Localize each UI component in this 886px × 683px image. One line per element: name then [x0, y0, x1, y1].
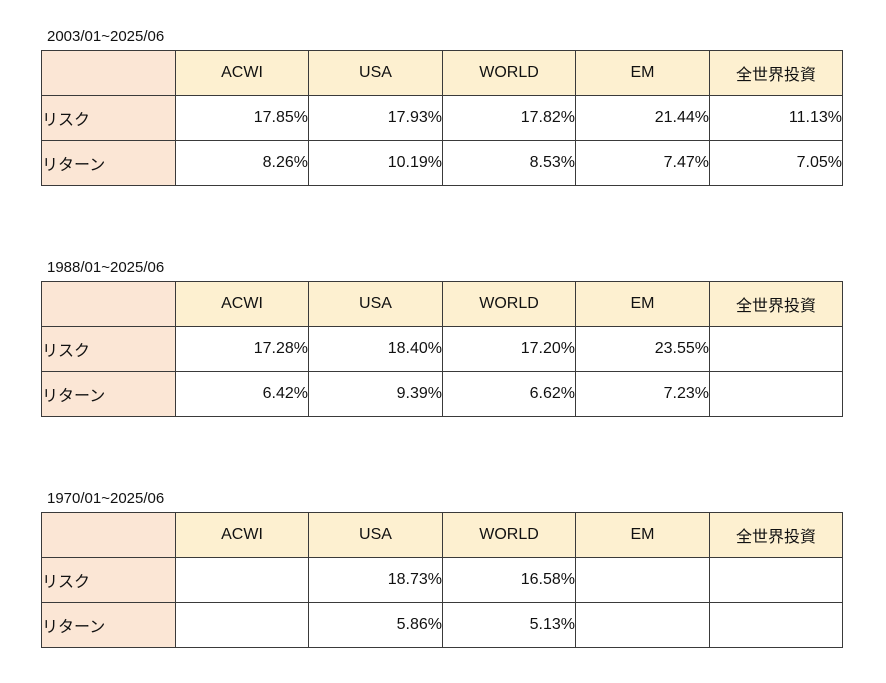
- return-world-cell: 5.13%: [442, 602, 576, 648]
- column-header-all-world: 全世界投資: [709, 50, 843, 96]
- column-header-usa: USA: [308, 512, 443, 558]
- return-usa-cell: 5.86%: [308, 602, 443, 648]
- return-em-cell: 7.47%: [575, 140, 710, 186]
- stats-table: ACWI USA WORLD EM 全世界投資 リスク 17.28% 18.40…: [41, 281, 843, 417]
- risk-all-world-cell: 11.13%: [709, 95, 843, 141]
- period-label: 2003/01~2025/06: [47, 28, 165, 45]
- column-header-all-world: 全世界投資: [709, 512, 843, 558]
- column-header-world: WORLD: [442, 50, 576, 96]
- return-usa-cell: 9.39%: [308, 371, 443, 417]
- header-row: ACWI USA WORLD EM 全世界投資: [41, 50, 843, 96]
- column-header-acwi: ACWI: [175, 50, 309, 96]
- header-row: ACWI USA WORLD EM 全世界投資: [41, 281, 843, 327]
- return-acwi-cell: 6.42%: [175, 371, 309, 417]
- risk-em-cell: 21.44%: [575, 95, 710, 141]
- return-all-world-cell: [709, 602, 843, 648]
- risk-em-cell: [575, 557, 710, 603]
- row-label-risk: リスク: [41, 326, 176, 372]
- return-row: リターン 8.26% 10.19% 8.53% 7.47% 7.05%: [41, 140, 843, 186]
- return-usa-cell: 10.19%: [308, 140, 443, 186]
- risk-usa-cell: 17.93%: [308, 95, 443, 141]
- return-world-cell: 6.62%: [442, 371, 576, 417]
- risk-world-cell: 17.82%: [442, 95, 576, 141]
- header-row: ACWI USA WORLD EM 全世界投資: [41, 512, 843, 558]
- row-label-risk: リスク: [41, 557, 176, 603]
- return-row: リターン 6.42% 9.39% 6.62% 7.23%: [41, 371, 843, 417]
- column-header-em: EM: [575, 281, 710, 327]
- period-label: 1988/01~2025/06: [47, 259, 165, 276]
- column-header-em: EM: [575, 50, 710, 96]
- column-header-all-world: 全世界投資: [709, 281, 843, 327]
- return-acwi-cell: [175, 602, 309, 648]
- corner-cell: [41, 281, 176, 327]
- row-label-return: リターン: [41, 140, 176, 186]
- stats-table: ACWI USA WORLD EM 全世界投資 リスク 18.73% 16.58…: [41, 512, 843, 648]
- row-label-return: リターン: [41, 602, 176, 648]
- risk-all-world-cell: [709, 557, 843, 603]
- return-em-cell: 7.23%: [575, 371, 710, 417]
- column-header-usa: USA: [308, 281, 443, 327]
- corner-cell: [41, 50, 176, 96]
- risk-usa-cell: 18.73%: [308, 557, 443, 603]
- risk-all-world-cell: [709, 326, 843, 372]
- risk-row: リスク 18.73% 16.58%: [41, 557, 843, 603]
- return-row: リターン 5.86% 5.13%: [41, 602, 843, 648]
- return-world-cell: 8.53%: [442, 140, 576, 186]
- risk-em-cell: 23.55%: [575, 326, 710, 372]
- risk-acwi-cell: [175, 557, 309, 603]
- return-all-world-cell: [709, 371, 843, 417]
- column-header-acwi: ACWI: [175, 512, 309, 558]
- risk-acwi-cell: 17.28%: [175, 326, 309, 372]
- column-header-usa: USA: [308, 50, 443, 96]
- return-acwi-cell: 8.26%: [175, 140, 309, 186]
- risk-world-cell: 17.20%: [442, 326, 576, 372]
- row-label-return: リターン: [41, 371, 176, 417]
- risk-world-cell: 16.58%: [442, 557, 576, 603]
- return-all-world-cell: 7.05%: [709, 140, 843, 186]
- risk-row: リスク 17.28% 18.40% 17.20% 23.55%: [41, 326, 843, 372]
- risk-usa-cell: 18.40%: [308, 326, 443, 372]
- column-header-world: WORLD: [442, 512, 576, 558]
- column-header-world: WORLD: [442, 281, 576, 327]
- return-em-cell: [575, 602, 710, 648]
- column-header-em: EM: [575, 512, 710, 558]
- column-header-acwi: ACWI: [175, 281, 309, 327]
- corner-cell: [41, 512, 176, 558]
- risk-row: リスク 17.85% 17.93% 17.82% 21.44% 11.13%: [41, 95, 843, 141]
- row-label-risk: リスク: [41, 95, 176, 141]
- period-label: 1970/01~2025/06: [47, 490, 165, 507]
- risk-acwi-cell: 17.85%: [175, 95, 309, 141]
- stats-table: ACWI USA WORLD EM 全世界投資 リスク 17.85% 17.93…: [41, 50, 843, 186]
